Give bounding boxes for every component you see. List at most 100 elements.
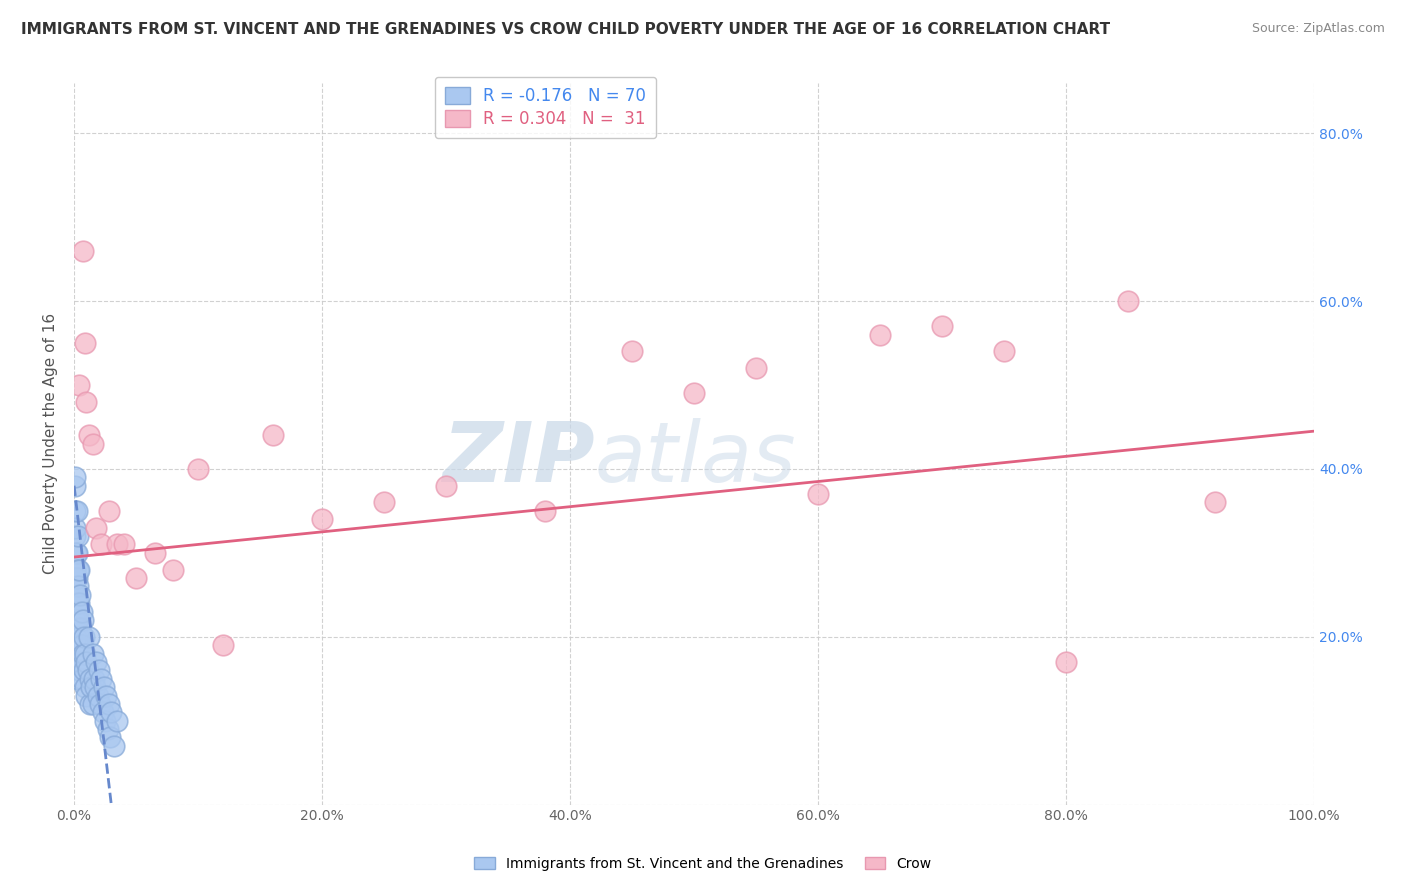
Point	[66, 563, 89, 577]
Point	[82, 697, 104, 711]
Point	[76, 689, 98, 703]
Point	[66, 571, 89, 585]
Point	[65, 588, 87, 602]
Point	[93, 680, 115, 694]
Point	[66, 672, 89, 686]
Point	[65, 546, 87, 560]
Point	[72, 613, 94, 627]
Point	[86, 655, 108, 669]
Point	[212, 638, 235, 652]
Point	[66, 596, 89, 610]
Point	[83, 672, 105, 686]
Point	[94, 714, 117, 728]
Point	[63, 563, 86, 577]
Point	[82, 436, 104, 450]
Point	[1054, 655, 1077, 669]
Point	[90, 672, 112, 686]
Point	[65, 571, 87, 585]
Point	[70, 638, 93, 652]
Point	[67, 613, 90, 627]
Point	[76, 655, 98, 669]
Point	[65, 470, 87, 484]
Point	[869, 327, 891, 342]
Point	[89, 697, 111, 711]
Point	[97, 504, 120, 518]
Point	[65, 647, 87, 661]
Point	[683, 386, 706, 401]
Point	[91, 706, 114, 720]
Point	[66, 605, 89, 619]
Point	[87, 663, 110, 677]
Point	[65, 563, 87, 577]
Point	[65, 613, 87, 627]
Point	[67, 579, 90, 593]
Point	[80, 680, 103, 694]
Point	[77, 630, 100, 644]
Point	[67, 630, 90, 644]
Point	[72, 244, 94, 258]
Point	[807, 487, 830, 501]
Point	[162, 563, 184, 577]
Point	[76, 394, 98, 409]
Point	[65, 588, 87, 602]
Point	[107, 714, 129, 728]
Point	[82, 647, 104, 661]
Point	[86, 689, 108, 703]
Text: ZIP: ZIP	[443, 417, 595, 499]
Point	[1204, 495, 1226, 509]
Point	[65, 613, 87, 627]
Text: atlas: atlas	[595, 417, 797, 499]
Point	[69, 655, 91, 669]
Point	[70, 672, 93, 686]
Point	[73, 663, 96, 677]
Point	[72, 647, 94, 661]
Point	[73, 630, 96, 644]
Point	[70, 605, 93, 619]
Point	[67, 563, 90, 577]
Point	[77, 428, 100, 442]
Point	[745, 361, 768, 376]
Point	[75, 647, 97, 661]
Point	[534, 504, 557, 518]
Text: Source: ZipAtlas.com: Source: ZipAtlas.com	[1251, 22, 1385, 36]
Point	[434, 479, 457, 493]
Point	[63, 504, 86, 518]
Point	[65, 546, 87, 560]
Point	[79, 697, 101, 711]
Point	[125, 571, 148, 585]
Point	[97, 722, 120, 736]
Point	[76, 663, 98, 677]
Point	[69, 588, 91, 602]
Point	[65, 630, 87, 644]
Point	[931, 319, 953, 334]
Text: IMMIGRANTS FROM ST. VINCENT AND THE GRENADINES VS CROW CHILD POVERTY UNDER THE A: IMMIGRANTS FROM ST. VINCENT AND THE GREN…	[21, 22, 1111, 37]
Point	[262, 428, 284, 442]
Point	[107, 537, 129, 551]
Point	[69, 621, 91, 635]
Point	[65, 504, 87, 518]
Point	[143, 546, 166, 560]
Point	[112, 537, 135, 551]
Legend: Immigrants from St. Vincent and the Grenadines, Crow: Immigrants from St. Vincent and the Gren…	[468, 851, 938, 876]
Point	[65, 521, 87, 535]
Point	[993, 344, 1015, 359]
Point	[373, 495, 395, 509]
Point	[100, 706, 122, 720]
Point	[86, 521, 108, 535]
Point	[63, 529, 86, 543]
Point	[67, 663, 90, 677]
Legend: R = -0.176   N = 70, R = 0.304   N =  31: R = -0.176 N = 70, R = 0.304 N = 31	[434, 77, 657, 138]
Point	[66, 638, 89, 652]
Point	[311, 512, 333, 526]
Point	[75, 336, 97, 351]
Point	[1116, 294, 1139, 309]
Point	[75, 680, 97, 694]
Point	[98, 731, 121, 745]
Point	[67, 378, 90, 392]
Point	[90, 537, 112, 551]
Point	[69, 638, 91, 652]
Point	[96, 689, 118, 703]
Point	[63, 479, 86, 493]
Point	[66, 529, 89, 543]
Point	[97, 697, 120, 711]
